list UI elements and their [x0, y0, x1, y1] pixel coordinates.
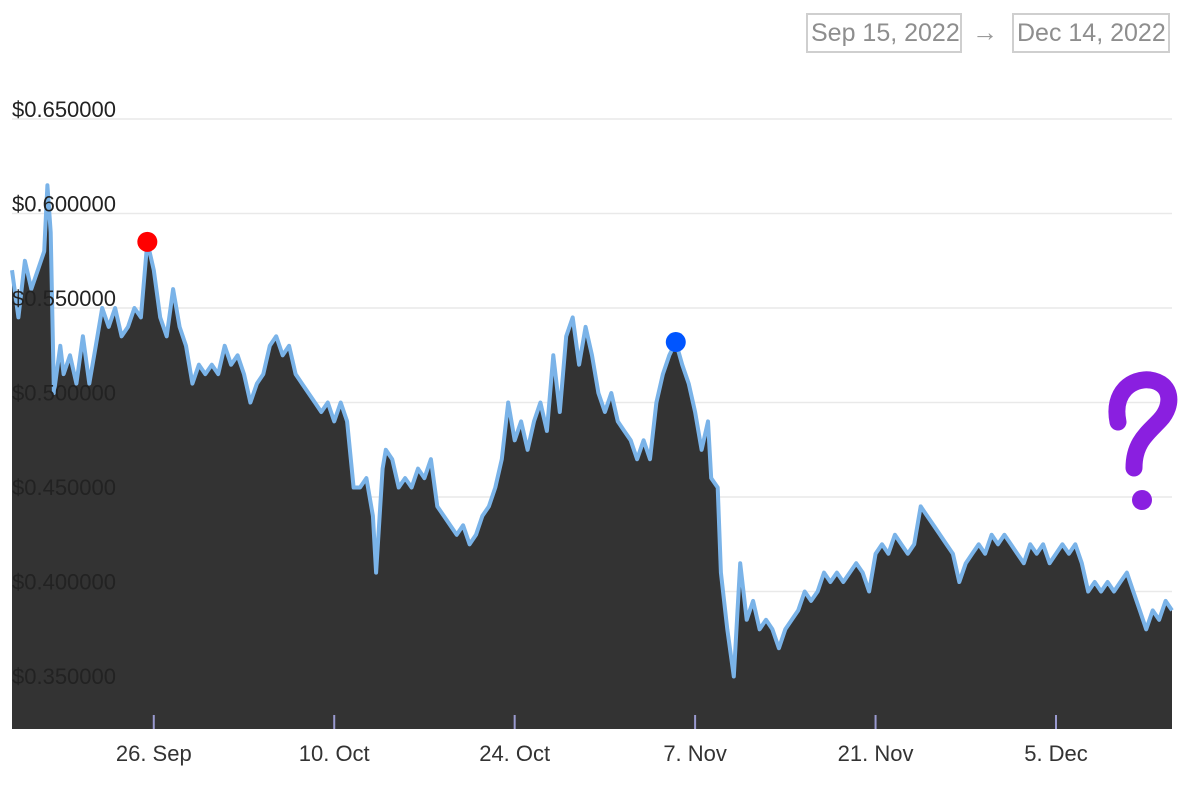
x-tick-label-0: 26. Sep: [116, 741, 192, 766]
y-axis-labels: $0.650000 $0.600000 $0.550000 $0.500000 $0.4…: [12, 97, 116, 689]
question-mark-hook: [1108, 371, 1178, 477]
y-tick-label-5: $0.400000: [12, 570, 116, 595]
y-tick-label-1: $0.600000: [12, 192, 116, 217]
date-range-start[interactable]: Sep 15, 2022: [806, 13, 962, 53]
price-area-fill: [12, 185, 1172, 729]
marker-1: [665, 332, 686, 353]
question-mark-icon: [1108, 371, 1178, 510]
y-tick-label-6: $0.350000: [12, 664, 116, 689]
date-range-arrow: →: [972, 17, 998, 47]
marker-0: [137, 231, 158, 252]
y-tick-label-4: $0.450000: [12, 475, 116, 500]
price-area: [10, 183, 1174, 729]
question-mark-dot: [1132, 490, 1152, 510]
x-tick-label-4: 21. Nov: [838, 741, 914, 766]
x-tick-label-5: 5. Dec: [1024, 741, 1088, 766]
x-tick-label-2: 24. Oct: [479, 741, 550, 766]
x-tick-label-3: 7. Nov: [663, 741, 727, 766]
x-axis-labels: 26. Sep 10. Oct 24. Oct 7. Nov 21. Nov 5. Dec: [116, 715, 1088, 766]
markers: [137, 231, 686, 353]
price-line: [10, 183, 1174, 679]
date-range-end[interactable]: Dec 14, 2022: [1012, 13, 1170, 53]
y-tick-label-0: $0.650000: [12, 97, 116, 122]
x-tick-label-1: 10. Oct: [299, 741, 370, 766]
y-tick-label-2: $0.550000: [12, 286, 116, 311]
y-tick-label-3: $0.500000: [12, 381, 116, 406]
